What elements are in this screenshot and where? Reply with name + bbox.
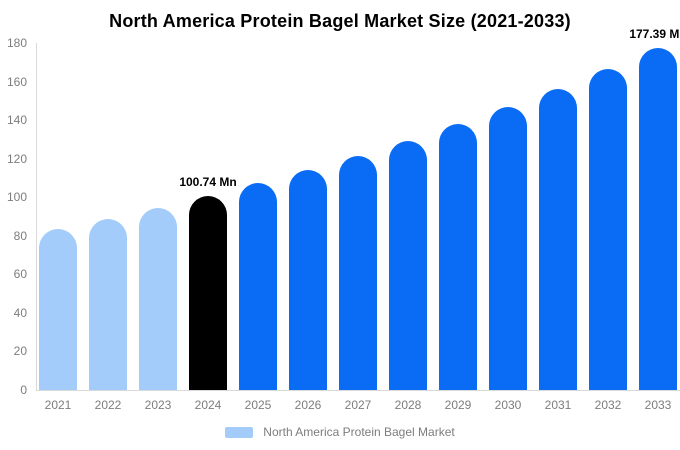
x-axis-tick-label: 2027 [344,398,372,412]
x-axis-tick-label: 2022 [94,398,122,412]
bar-2028 [389,140,427,390]
bar-value-label: 177.39 Mn [629,27,680,42]
bar-2025 [239,183,277,390]
x-axis-tick-label: 2025 [244,398,272,412]
x-axis-tick-label: 2032 [594,398,622,412]
y-axis-tick-label: 60 [13,267,27,282]
legend: North America Protein Bagel Market [0,425,680,439]
y-axis-line [36,43,37,390]
y-axis-tick-label: 80 [13,228,27,243]
bar-2021 [39,229,77,390]
y-axis-tick-label: 100 [6,190,27,205]
x-axis-tick-label: 2033 [644,398,672,412]
y-axis-tick-label: 180 [6,36,27,50]
bar-2024 [189,195,227,390]
chart-title: North America Protein Bagel Market Size … [109,11,571,31]
x-axis-tick-label: 2028 [394,398,422,412]
bar-2029 [439,124,477,390]
legend-label: North America Protein Bagel Market [263,425,455,439]
bar-2032 [589,69,627,390]
y-axis-tick-label: 0 [20,383,27,397]
x-axis-tick-label: 2031 [544,398,572,412]
bar-2023 [139,207,177,390]
bar-2030 [489,107,527,390]
y-axis-tick-label: 140 [6,113,27,128]
x-axis-tick-label: 2029 [444,398,472,412]
bar-2027 [339,155,377,390]
y-axis-tick-label: 40 [13,305,27,320]
y-axis-tick-label: 120 [6,151,27,166]
bar-value-label: 100.74 Mn [179,174,237,189]
bar-2026 [289,170,327,390]
x-axis-tick-label: 2023 [144,398,172,412]
x-axis-tick-label: 2021 [44,398,72,412]
x-axis-tick-label: 2030 [494,398,522,412]
legend-swatch [225,426,254,438]
bar-2031 [539,88,577,390]
bar-2022 [89,219,127,390]
x-axis-tick-label: 2026 [294,398,322,412]
x-axis-line [36,390,680,391]
x-axis-tick-label: 2024 [194,398,222,412]
y-axis-tick-label: 20 [13,344,27,359]
y-axis-tick-label: 160 [6,74,27,89]
bar-2033 [639,48,677,390]
